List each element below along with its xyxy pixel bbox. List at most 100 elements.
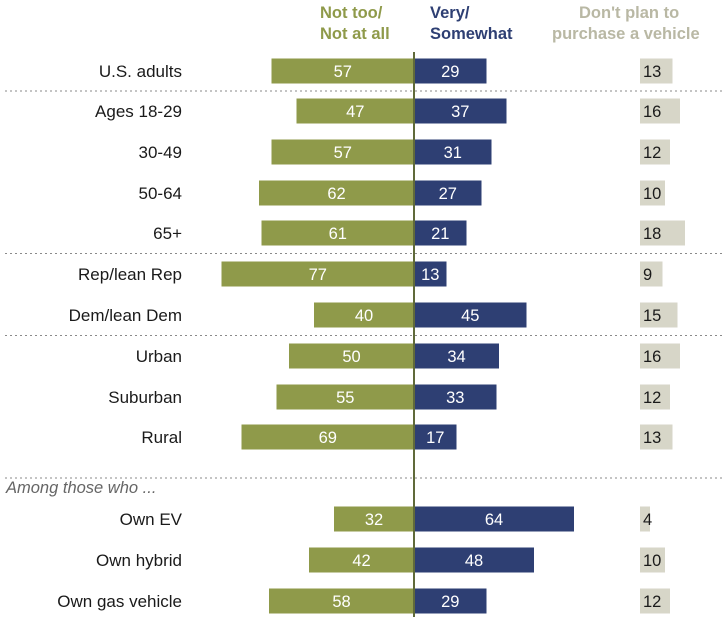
bar-dont-plan-to-purchase [640, 261, 663, 287]
data-label-not-too-not-at-all: 58 [332, 593, 350, 611]
bar-dont-plan-to-purchase [640, 220, 685, 246]
data-label-very-somewhat: 48 [465, 552, 483, 570]
category-label: Own EV [120, 510, 183, 529]
header-side: Don't plan to purchase a vehicle [552, 3, 700, 45]
data-label-very-somewhat: 34 [447, 348, 465, 366]
category-label: 65+ [153, 224, 182, 243]
data-label-very-somewhat: 29 [441, 593, 459, 611]
section-note: Among those who ... [5, 479, 156, 497]
data-label-very-somewhat: 13 [421, 266, 439, 284]
data-label-not-too-not-at-all: 47 [346, 103, 364, 121]
data-label-dont-plan-to-purchase: 10 [643, 185, 661, 203]
data-label-not-too-not-at-all: 50 [342, 348, 360, 366]
bar-very-somewhat [414, 180, 482, 206]
data-label-dont-plan-to-purchase: 13 [643, 63, 661, 81]
data-label-very-somewhat: 37 [451, 103, 469, 121]
bar-very-somewhat [414, 139, 492, 165]
category-label: Urban [136, 347, 182, 366]
bar-very-somewhat [414, 220, 467, 246]
category-label: 50-64 [139, 184, 182, 203]
bar-not-too-not-at-all [309, 547, 414, 573]
bar-layer: U.S. adults 57 29 13 Ages 18-29 47 37 16 30-49 57… [5, 58, 685, 614]
data-label-dont-plan-to-purchase: 13 [643, 429, 661, 447]
data-label-very-somewhat: 17 [426, 429, 444, 447]
data-label-dont-plan-to-purchase: 18 [643, 225, 661, 243]
bar-dont-plan-to-purchase [640, 139, 670, 165]
category-label: Own gas vehicle [57, 592, 182, 611]
data-label-dont-plan-to-purchase: 12 [643, 144, 661, 162]
bar-not-too-not-at-all [334, 506, 414, 532]
header-positive: Very/ Somewhat [430, 3, 513, 45]
data-label-very-somewhat: 29 [441, 63, 459, 81]
data-label-dont-plan-to-purchase: 16 [643, 348, 661, 366]
bar-not-too-not-at-all [241, 424, 414, 450]
bar-very-somewhat [414, 384, 497, 410]
bar-very-somewhat [414, 588, 487, 614]
category-label: Suburban [108, 388, 182, 407]
data-label-dont-plan-to-purchase: 9 [643, 266, 652, 284]
category-label: Rural [141, 428, 182, 447]
header-negative-line1: Not too/ [320, 4, 383, 22]
bar-dont-plan-to-purchase [640, 343, 680, 369]
bar-very-somewhat [414, 424, 457, 450]
bar-dont-plan-to-purchase [640, 98, 680, 124]
header-positive-line1: Very/ [430, 4, 470, 22]
data-label-dont-plan-to-purchase: 4 [643, 511, 652, 529]
data-label-not-too-not-at-all: 57 [334, 144, 352, 162]
data-label-dont-plan-to-purchase: 10 [643, 552, 661, 570]
bar-dont-plan-to-purchase [640, 424, 673, 450]
data-label-not-too-not-at-all: 32 [365, 511, 383, 529]
bar-dont-plan-to-purchase [640, 302, 678, 328]
data-label-dont-plan-to-purchase: 15 [643, 307, 661, 325]
data-label-dont-plan-to-purchase: 12 [643, 593, 661, 611]
bar-dont-plan-to-purchase [640, 506, 650, 532]
data-label-very-somewhat: 27 [439, 185, 457, 203]
data-label-very-somewhat: 33 [446, 389, 464, 407]
category-label: 30-49 [139, 143, 182, 162]
data-label-not-too-not-at-all: 61 [329, 225, 347, 243]
bar-very-somewhat [414, 261, 447, 287]
data-label-very-somewhat: 45 [461, 307, 479, 325]
bar-very-somewhat [414, 547, 534, 573]
category-label: Ages 18-29 [95, 102, 182, 121]
bar-very-somewhat [414, 98, 507, 124]
category-label: Rep/lean Rep [78, 265, 182, 284]
bar-dont-plan-to-purchase [640, 180, 665, 206]
bar-not-too-not-at-all [221, 261, 414, 287]
category-label: U.S. adults [99, 62, 182, 81]
bar-not-too-not-at-all [296, 98, 414, 124]
bar-very-somewhat [414, 343, 499, 369]
category-label: Dem/lean Dem [69, 306, 182, 325]
data-label-not-too-not-at-all: 62 [327, 185, 345, 203]
bar-not-too-not-at-all [269, 588, 414, 614]
data-label-very-somewhat: 64 [485, 511, 503, 529]
bar-dont-plan-to-purchase [640, 384, 670, 410]
header-negative: Not too/ Not at all [320, 3, 390, 45]
header-negative-line2: Not at all [320, 25, 390, 43]
bar-not-too-not-at-all [261, 220, 414, 246]
data-label-not-too-not-at-all: 40 [355, 307, 373, 325]
data-label-dont-plan-to-purchase: 12 [643, 389, 661, 407]
bar-dont-plan-to-purchase [640, 58, 673, 84]
data-label-not-too-not-at-all: 69 [319, 429, 337, 447]
category-label: Own hybrid [96, 551, 182, 570]
data-label-not-too-not-at-all: 55 [336, 389, 354, 407]
bar-not-too-not-at-all [276, 384, 414, 410]
bar-very-somewhat [414, 506, 574, 532]
header-positive-line2: Somewhat [430, 25, 513, 43]
data-label-dont-plan-to-purchase: 16 [643, 103, 661, 121]
data-label-very-somewhat: 31 [444, 144, 462, 162]
bar-not-too-not-at-all [259, 180, 414, 206]
bar-very-somewhat [414, 302, 527, 328]
data-label-not-too-not-at-all: 77 [309, 266, 327, 284]
data-label-not-too-not-at-all: 42 [352, 552, 370, 570]
bar-dont-plan-to-purchase [640, 588, 670, 614]
bar-not-too-not-at-all [289, 343, 414, 369]
bar-very-somewhat [414, 58, 487, 84]
bar-not-too-not-at-all [271, 58, 414, 84]
bar-not-too-not-at-all [314, 302, 414, 328]
header-side-line1: Don't plan to [579, 4, 680, 22]
header-side-line2: purchase a vehicle [552, 25, 700, 43]
data-label-not-too-not-at-all: 57 [334, 63, 352, 81]
